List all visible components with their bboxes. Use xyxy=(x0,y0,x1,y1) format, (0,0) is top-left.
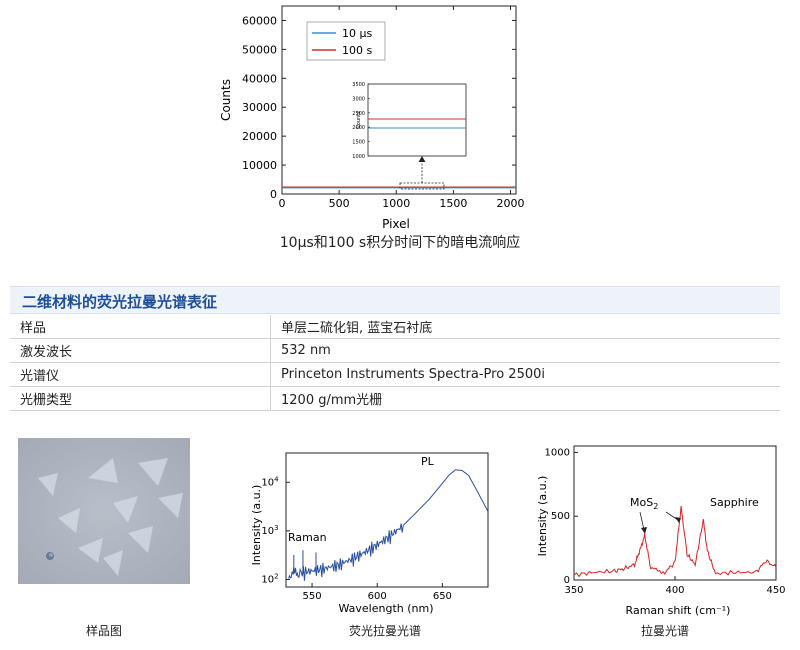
legend-frame xyxy=(306,21,386,61)
dark-current-caption: 10μs和100 s积分时间下的暗电流响应 xyxy=(279,235,521,251)
table-row: 激发波长 532 nm xyxy=(10,338,780,363)
raman-xlabel: Raman shift (cm⁻¹) xyxy=(626,604,731,617)
spec-key: 光谱仪 xyxy=(10,362,271,387)
raman-chart: 350 400 450 0 500 1000 MoS2 Sapphire Raman sh… xyxy=(536,445,786,617)
legend: 10 μs 100 s xyxy=(306,21,386,61)
table-row: 光栅类型 1200 g/mm光栅 xyxy=(10,386,780,411)
top-plot-frame xyxy=(281,5,517,195)
top-ytick-label: 50000 xyxy=(242,43,277,56)
spec-value: Princeton Instruments Spectra-Pro 2500i xyxy=(270,362,780,387)
dark-current-chart: 0 500 1000 1500 2000010000200003000040000500… xyxy=(219,5,525,231)
raman-ytick-label: 500 xyxy=(551,511,570,522)
top-ytick-label: 40000 xyxy=(242,72,277,85)
inset-chart: 1000 1500 2000 2500 3000 3500 Counts xyxy=(352,82,467,160)
raman-xtick-label: 450 xyxy=(766,585,785,596)
pl-ytick-label: 104 xyxy=(261,475,279,488)
pl-ytick-label: 102 xyxy=(261,572,278,585)
spec-value: 532 nm xyxy=(270,338,780,363)
spec-table: 样品 单层二硫化钼, 蓝宝石衬底 激发波长 532 nm 光谱仪 Princet… xyxy=(10,315,780,411)
inset-ylabel: Counts xyxy=(356,111,362,129)
table-row: 光谱仪 Princeton Instruments Spectra-Pro 25… xyxy=(10,362,780,387)
top-xtick-label: 500 xyxy=(329,197,350,210)
raman-annotation-mos2: MoS2 xyxy=(630,496,681,534)
section-title: 二维材料的荧光拉曼光谱表征 xyxy=(22,293,218,311)
sample-photo xyxy=(18,438,190,584)
top-ytick-label: 10000 xyxy=(242,159,277,172)
top-xlabel: Pixel xyxy=(382,217,410,231)
raman-ytick-label: 0 xyxy=(564,575,570,586)
inset-ytick-label: 1000 xyxy=(352,154,365,160)
top-xtick-label: 1000 xyxy=(382,197,410,210)
inset-frame xyxy=(367,83,467,157)
pl-ytick-label: 103 xyxy=(261,524,278,537)
pl-annotation-raman: Raman xyxy=(288,531,327,544)
top-xtick-label: 0 xyxy=(279,197,286,210)
inset-ytick-label: 3500 xyxy=(352,82,365,88)
raman-ytick-label: 1000 xyxy=(545,447,570,458)
top-ytick-label: 60000 xyxy=(242,14,277,27)
raman-annotation-sapphire: Sapphire xyxy=(710,496,759,509)
top-ytick-label: 30000 xyxy=(242,101,277,114)
top-ylabel: Counts xyxy=(219,79,233,121)
section-header: 二维材料的荧光拉曼光谱表征 xyxy=(10,286,780,314)
pl-xtick-label: 550 xyxy=(303,591,322,602)
pl-xtick-label: 650 xyxy=(433,591,452,602)
spec-value: 1200 g/mm光栅 xyxy=(270,386,780,411)
inset-ytick-label: 2500 xyxy=(352,111,365,117)
raman-xtick-label: 400 xyxy=(665,585,684,596)
top-xtick-label: 1500 xyxy=(439,197,467,210)
pl-annotation-pl: PL xyxy=(421,455,435,468)
pl-series-line xyxy=(288,469,489,581)
pl-caption: 荧光拉曼光谱 xyxy=(348,624,421,638)
legend-label-100s: 100 s xyxy=(342,44,372,57)
inset-ytick-label: 3000 xyxy=(352,96,365,102)
inset-ytick-label: 1500 xyxy=(352,140,365,146)
top-xtick-label: 2000 xyxy=(497,197,525,210)
raman-series-line xyxy=(573,505,777,578)
raman-ylabel: Intensity (a.u.) xyxy=(536,476,549,557)
legend-label-10us: 10 μs xyxy=(342,27,372,40)
spec-value: 单层二硫化钼, 蓝宝石衬底 xyxy=(270,315,780,339)
spec-key: 激发波长 xyxy=(10,338,271,363)
pl-xtick-label: 600 xyxy=(368,591,387,602)
raman-xtick-label: 350 xyxy=(564,585,583,596)
pl-xlabel: Wavelength (nm) xyxy=(338,602,433,615)
top-ytick-label: 20000 xyxy=(242,130,277,143)
spec-key: 样品 xyxy=(10,315,271,339)
pl-plot-frame xyxy=(285,452,489,588)
inset-ytick-label: 2000 xyxy=(352,125,365,131)
raman-annotation-mos2-text: MoS2 xyxy=(630,496,658,511)
raman-mos2-subscript: 2 xyxy=(653,502,658,511)
zoom-arrow-head xyxy=(418,156,426,162)
table-row: 样品 单层二硫化钼, 蓝宝石衬底 xyxy=(10,315,780,339)
spec-key: 光栅类型 xyxy=(10,386,271,411)
raman-caption: 拉曼光谱 xyxy=(640,624,689,638)
pl-chart: 550 600 650 102 103 104 PL Raman Wavelength (… xyxy=(250,452,489,615)
sample-caption: 样品图 xyxy=(85,624,122,638)
pl-ylabel: Intensity (a.u.) xyxy=(250,485,263,566)
top-ytick-label: 0 xyxy=(270,188,277,201)
